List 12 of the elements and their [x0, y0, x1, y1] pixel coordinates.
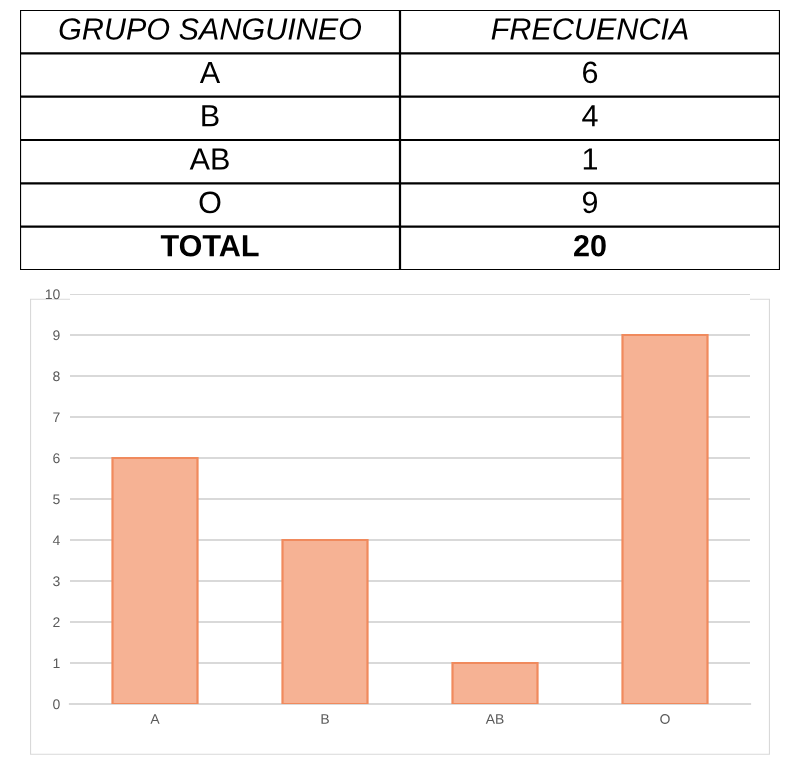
text: GRUPO SANGUINEO [59, 18, 362, 40]
text: 9 [582, 191, 598, 214]
text: TOTAL [160, 234, 259, 257]
text: 4 [582, 105, 598, 127]
category-label: O [199, 191, 221, 214]
category-label: AB [189, 148, 229, 170]
text: 6 [583, 61, 598, 84]
category-label: A [199, 61, 221, 83]
text: 1 [583, 148, 598, 170]
text: FRECUENCIA [491, 18, 688, 40]
category-label: B [202, 105, 219, 127]
text: 20 [574, 234, 606, 257]
